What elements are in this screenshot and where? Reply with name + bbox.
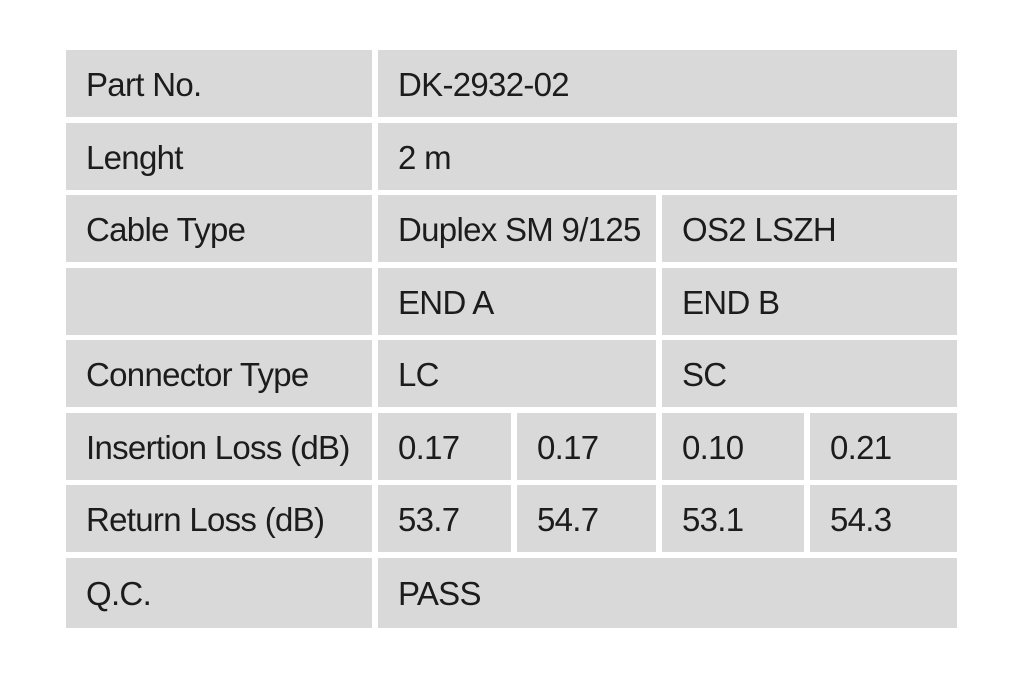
- part-no-label: Part No.: [66, 50, 372, 117]
- table-row-connector-type: Connector Type LC SC: [66, 340, 957, 407]
- spec-table: Part No. DK-2932-02 Lenght 2 m Cable Typ…: [66, 50, 957, 628]
- return-loss-end-b-value-2: 54.3: [810, 485, 957, 552]
- table-row-return-loss: Return Loss (dB) 53.7 54.7 53.1 54.3: [66, 485, 957, 552]
- cable-jacket-value: OS2 LSZH: [662, 195, 957, 262]
- table-row-part-no: Part No. DK-2932-02: [66, 50, 957, 117]
- insertion-loss-end-a-value-1: 0.17: [378, 412, 511, 480]
- return-loss-end-b-value-1: 53.1: [662, 485, 804, 552]
- end-b-header: END B: [662, 267, 957, 335]
- end-a-header: END A: [378, 267, 656, 335]
- qc-value: PASS: [378, 557, 957, 628]
- connector-type-end-b-value: SC: [662, 340, 957, 407]
- length-label: Lenght: [66, 122, 372, 190]
- table-row-length: Lenght 2 m: [66, 122, 957, 190]
- cable-type-label: Cable Type: [66, 195, 372, 262]
- table-row-insertion-loss: Insertion Loss (dB) 0.17 0.17 0.10 0.21: [66, 412, 957, 480]
- part-no-value: DK-2932-02: [378, 50, 957, 117]
- length-value: 2 m: [378, 122, 957, 190]
- insertion-loss-label: Insertion Loss (dB): [66, 412, 372, 480]
- insertion-loss-end-b-value-1: 0.10: [662, 412, 804, 480]
- return-loss-end-a-value-2: 54.7: [517, 485, 656, 552]
- qc-label: Q.C.: [66, 557, 372, 628]
- insertion-loss-end-a-value-2: 0.17: [517, 412, 656, 480]
- return-loss-end-a-value-1: 53.7: [378, 485, 511, 552]
- connector-type-end-a-value: LC: [378, 340, 656, 407]
- return-loss-label: Return Loss (dB): [66, 485, 372, 552]
- table-row-cable-type: Cable Type Duplex SM 9/125 OS2 LSZH: [66, 195, 957, 262]
- connector-type-label: Connector Type: [66, 340, 372, 407]
- empty-spacer-cell: [66, 267, 372, 335]
- table-row-qc: Q.C. PASS: [66, 557, 957, 628]
- table-row-end-headers: END A END B: [66, 267, 957, 335]
- cable-type-value: Duplex SM 9/125: [378, 195, 656, 262]
- insertion-loss-end-b-value-2: 0.21: [810, 412, 957, 480]
